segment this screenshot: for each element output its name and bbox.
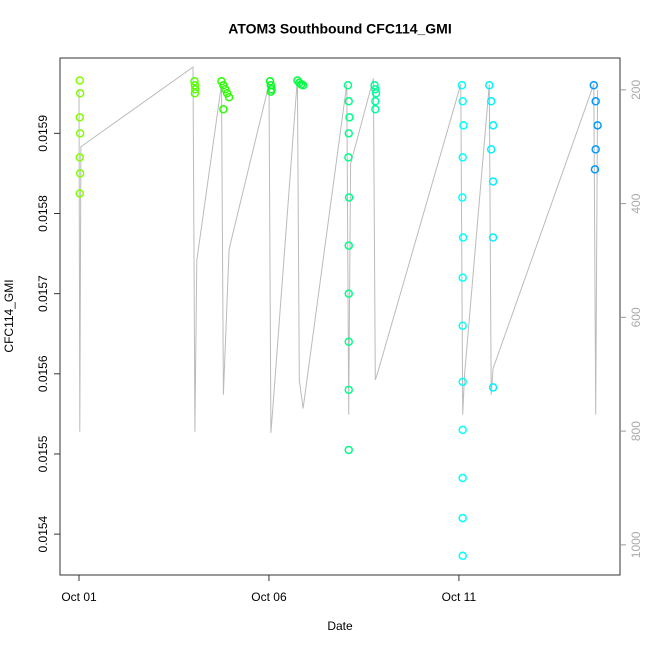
point [591,145,600,154]
point [344,445,353,455]
y-tick-label: 0.0154 [36,515,50,552]
point [488,177,498,186]
point [458,425,467,435]
x-tick-label: Oct 11 [442,590,477,604]
point [344,129,353,138]
point [488,121,498,130]
point [458,377,467,387]
point [75,129,85,138]
point [485,81,494,90]
point [265,76,275,86]
point [344,337,353,346]
plot-frame [59,57,621,576]
point [224,93,234,102]
point [458,193,467,202]
point [371,97,380,106]
point [344,241,353,250]
point [75,76,85,85]
point [344,97,353,106]
point [75,153,85,162]
point [458,473,467,483]
y-tick-label: 0.0159 [36,115,50,152]
point [370,81,379,90]
point [486,145,496,154]
point [593,121,602,130]
y2-tick-label: 400 [629,193,643,213]
point [458,97,467,106]
point [221,85,230,94]
point [266,87,276,96]
y-tick-label: 0.0155 [36,435,50,472]
y2-tick-label: 1000 [629,531,643,558]
point [458,153,467,162]
point [75,189,85,198]
point [217,76,226,86]
point [219,105,228,114]
point [343,81,353,90]
point [190,76,199,86]
y2-tick-label: 600 [629,307,643,327]
point [590,165,600,174]
point [371,89,381,98]
point [75,113,85,122]
x-tick-label: Oct 06 [251,590,287,604]
point [371,105,380,114]
point [488,383,498,392]
point [344,289,353,298]
point [458,513,467,523]
point [345,113,354,122]
point [298,81,308,90]
x-axis-label: Date [327,619,353,633]
point [458,273,467,282]
point [191,85,200,94]
y-tick-label: 0.0157 [36,275,50,312]
point [344,153,353,162]
y-tick-label: 0.0156 [36,355,50,392]
y-axis-label: CFC114_GMI [2,279,16,352]
point [75,169,85,178]
point [219,81,228,90]
point [488,233,498,242]
point [486,97,496,106]
point [458,233,468,242]
point [190,89,200,98]
point [459,121,468,130]
point [344,193,354,202]
point [589,81,599,90]
chart-title: ATOM3 Southbound CFC114_GMI [228,21,452,37]
point [344,385,353,395]
point [222,89,232,98]
point [458,321,467,330]
x-tick-label: Oct 01 [61,590,97,604]
pressure-line [78,66,599,433]
y2-tick-label: 800 [629,421,643,441]
y2-tick-label: 200 [629,80,643,100]
point [458,551,467,561]
point [75,89,85,98]
point [371,85,380,94]
point [591,97,600,106]
point [190,81,200,90]
point [457,81,467,90]
y-tick-label: 0.0158 [36,195,50,232]
